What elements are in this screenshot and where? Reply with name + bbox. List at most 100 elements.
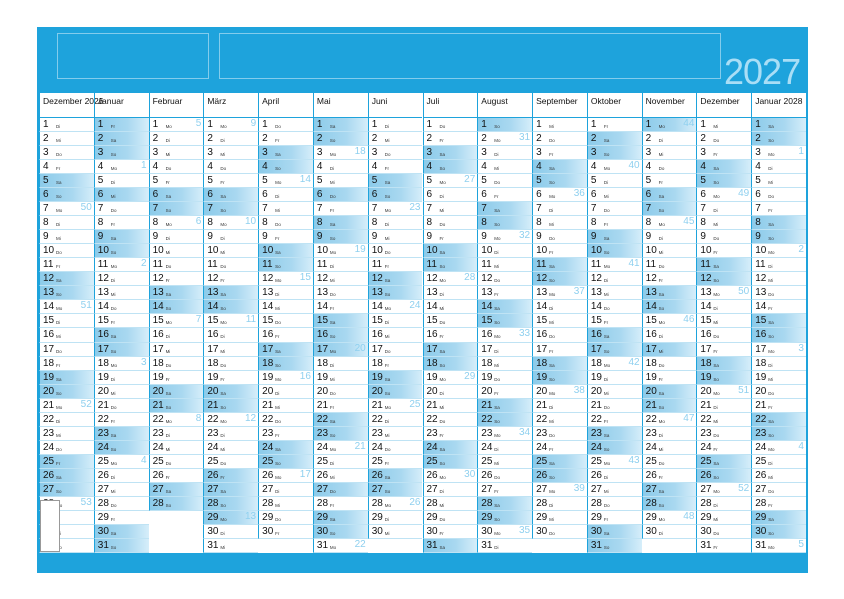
weekday: Mo [110, 166, 118, 172]
day-number: 8 [43, 217, 49, 229]
day-cell: 1 Sa [312, 118, 368, 133]
weekday: Sa [603, 530, 610, 536]
day-cell: 12 So [696, 272, 752, 287]
day-cell: 28 Fr [312, 496, 368, 511]
day-number: 21 [426, 399, 438, 411]
day-cell: 31 So [93, 538, 149, 553]
weekday: Mi [439, 502, 445, 508]
weekday: Di [439, 292, 444, 298]
day-number: 16 [590, 329, 602, 341]
day-number: 4 [316, 161, 323, 173]
day-number: 8 [481, 217, 487, 229]
weekday: Fr [713, 348, 718, 354]
day-number: 13 [43, 287, 55, 299]
day-cell: 31 Di [477, 538, 533, 553]
day-number: 4 [97, 161, 104, 173]
week-number: 51 [80, 300, 92, 312]
day-number: 13 [645, 287, 657, 299]
weekday: Sa [110, 138, 117, 144]
day-number: 27 [481, 483, 493, 495]
weekday: Do [329, 488, 336, 494]
day-cell: 9 Di [641, 230, 697, 245]
day-number: 5 [700, 175, 706, 187]
day-cell: 9 Sa [586, 230, 642, 245]
day-number: 27 [426, 483, 438, 495]
day-cell: 13 Di [422, 286, 478, 301]
day-number: 24 [262, 441, 274, 453]
day-cell: 28 So [641, 496, 697, 511]
week-number: 25 [409, 398, 421, 410]
day-cell: 24 Mo 21 [312, 440, 368, 455]
day-cell: 13 Di [258, 286, 313, 301]
day-cell: 19 Mo 16 [258, 370, 313, 385]
month-grid: Dezember 2026 1 Di 2 Mi 3 Do 4 Fr 5 Sa 6 So 7 Mo 50 8 Di 9… [39, 93, 806, 553]
weekday: Di [439, 488, 444, 494]
day-cell: 18 Sa [532, 356, 587, 371]
weekday: Fr [220, 180, 225, 186]
day-cell: 25 Fr [39, 454, 94, 469]
day-number: 11 [152, 259, 163, 271]
weekday: Mi [275, 404, 280, 410]
weekday: Mi [56, 236, 61, 242]
month-header: Mai [312, 93, 368, 118]
weekday: Di [220, 334, 225, 340]
day-cell: 2 Fr [258, 132, 313, 147]
day-number: 22 [262, 413, 274, 425]
week-number: 50 [738, 286, 750, 298]
week-number: 19 [354, 244, 366, 256]
weekday: Sa [549, 264, 555, 270]
day-number: 23 [755, 427, 767, 439]
day-cell: 8 Di [39, 216, 94, 231]
day-number: 11 [426, 259, 437, 271]
weekday: Mi [110, 390, 116, 396]
weekday: Sa [384, 474, 391, 480]
day-cell: 10 Sa [422, 244, 478, 259]
day-cell: 5 Do [477, 174, 533, 189]
day-number: 22 [755, 413, 767, 425]
day-number: 5 [207, 175, 213, 187]
weekday: Mi [165, 446, 171, 452]
weekday: Mi [165, 348, 171, 354]
day-number: 16 [426, 329, 438, 341]
weekday: Mo [658, 124, 665, 129]
day-number: 24 [700, 441, 712, 453]
weekday: Mo [494, 530, 501, 536]
weekday: Sa [384, 278, 391, 284]
day-cell: 28 Fr [751, 496, 806, 511]
weekday: Di [439, 390, 444, 396]
day-cell: 5 Fr [641, 174, 697, 189]
day-cell: 27 Mo 52 [696, 482, 752, 497]
weekday: Mo [658, 418, 665, 424]
week-number: 39 [573, 482, 585, 494]
day-cell: 3 Mi [203, 146, 259, 161]
day-number: 15 [152, 315, 164, 327]
day-cell: 29 Mi [696, 510, 752, 525]
week-number: 52 [738, 482, 750, 494]
day-number: 16 [97, 329, 109, 341]
day-number: 29 [207, 511, 219, 523]
weekday: Mo [275, 180, 282, 186]
day-number: 16 [481, 329, 493, 341]
week-number: 8 [195, 412, 202, 424]
weekday: Mi [494, 460, 500, 466]
day-number: 7 [262, 203, 268, 215]
day-number: 5 [645, 175, 652, 187]
day-number: 9 [152, 231, 159, 243]
weekday: Di [384, 320, 389, 326]
weekday: Di [494, 250, 499, 256]
weekday: Fr [165, 278, 170, 284]
day-cell: 2 Di [641, 132, 697, 147]
weekday: Fr [165, 474, 170, 480]
day-number: 4 [371, 161, 378, 173]
day-number: 5 [755, 175, 761, 187]
day-cell: 22 Di [367, 412, 423, 427]
day-number: 13 [152, 287, 164, 299]
day-number: 14 [371, 301, 383, 313]
weekday: Mo [275, 278, 282, 284]
day-cell: 6 Mo 49 [696, 188, 752, 203]
day-number: 30 [536, 525, 548, 537]
weekday: Di [603, 376, 609, 382]
day-number: 22 [536, 413, 548, 425]
day-cell: 20 Mo 51 [696, 384, 752, 399]
day-number: 5 [426, 175, 433, 187]
